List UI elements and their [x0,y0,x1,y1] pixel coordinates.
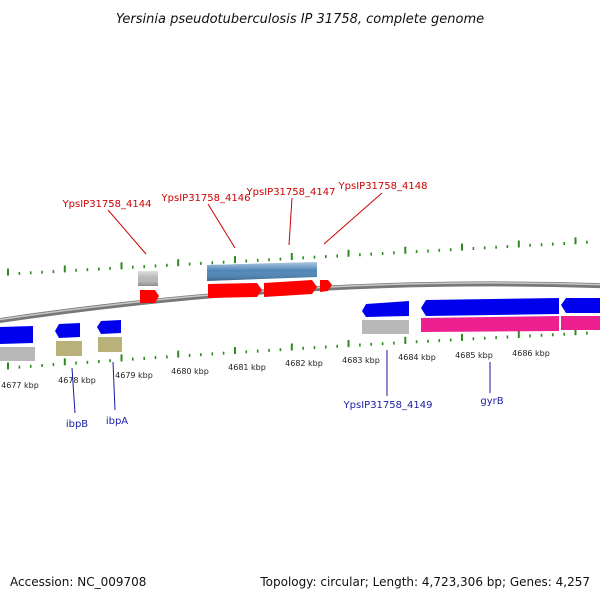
gene-ibpA-olive[interactable] [98,337,122,352]
gene-gyrB-blue[interactable] [421,298,559,316]
gene-label-4149[interactable]: YpsIP31758_4149 [343,400,433,411]
tick-label: 4678 kbp [58,376,96,385]
gene-ibpB-olive[interactable] [56,341,82,356]
leader-line [323,192,383,245]
tick-label: 4684 kbp [398,353,436,362]
gene-4149-blue[interactable] [362,301,409,317]
gene-right-magenta[interactable] [561,316,600,330]
map-title: Yersinia pseudotuberculosis IP 31758, co… [116,12,484,27]
gene-4148-red[interactable] [320,280,332,292]
gene-right-blue[interactable] [561,298,600,313]
tick-label: 4679 kbp [115,371,153,380]
tick-label: 4682 kbp [285,359,323,368]
gene-label-4148[interactable]: YpsIP31758_4148 [338,181,428,192]
tick-label: 4681 kbp [228,363,266,372]
gene-features-forward [138,262,332,303]
tick-label: 4686 kbp [512,349,550,358]
gene-features-reverse [0,298,600,361]
gene-gyrB-magenta[interactable] [421,316,559,332]
gene-label-ibpB[interactable]: ibpB [66,419,88,430]
accession-text: Accession: NC_009708 [10,575,146,589]
tick-label: 4680 kbp [171,367,209,376]
gene-4149-gray[interactable] [362,320,409,334]
gene-4147-red[interactable] [264,280,317,297]
gene-label-4147[interactable]: YpsIP31758_4147 [246,187,336,198]
gene-4146-red[interactable] [208,283,262,298]
leader-line [207,203,236,249]
gene-label-4144[interactable]: YpsIP31758_4144 [62,199,152,210]
tick-label: 4683 kbp [342,356,380,365]
gene-4144-gray-shade [138,271,158,286]
gene-ibpA-blue[interactable] [97,320,121,334]
gene-labels-top: YpsIP31758_4144 YpsIP31758_4146 YpsIP317… [62,181,428,255]
upper-tick-ring [7,237,588,276]
lower-tick-ring [7,328,588,370]
gene-label-gyrB[interactable]: gyrB [480,396,503,407]
gene-labels-bottom: ibpB ibpA YpsIP31758_4149 gyrB [66,350,504,430]
leader-line [107,209,147,255]
leader-line [288,197,293,246]
leader-line [112,361,116,411]
tick-label: 4677 kbp [1,381,39,390]
tick-label: 4685 kbp [455,351,493,360]
leader-line [71,367,76,414]
gene-4146-steel-shade [207,262,317,281]
gene-ibpB-blue[interactable] [55,323,80,338]
gene-left-blue[interactable] [0,326,33,344]
gene-left-gray[interactable] [0,347,35,361]
gene-label-ibpA[interactable]: ibpA [106,416,128,427]
genome-summary-text: Topology: circular; Length: 4,723,306 bp… [259,575,590,589]
kbp-tick-labels: 4677 kbp 4678 kbp 4679 kbp 4680 kbp 4681… [1,349,550,390]
gene-label-4146[interactable]: YpsIP31758_4146 [161,193,251,204]
gene-4144-red[interactable] [140,290,159,303]
